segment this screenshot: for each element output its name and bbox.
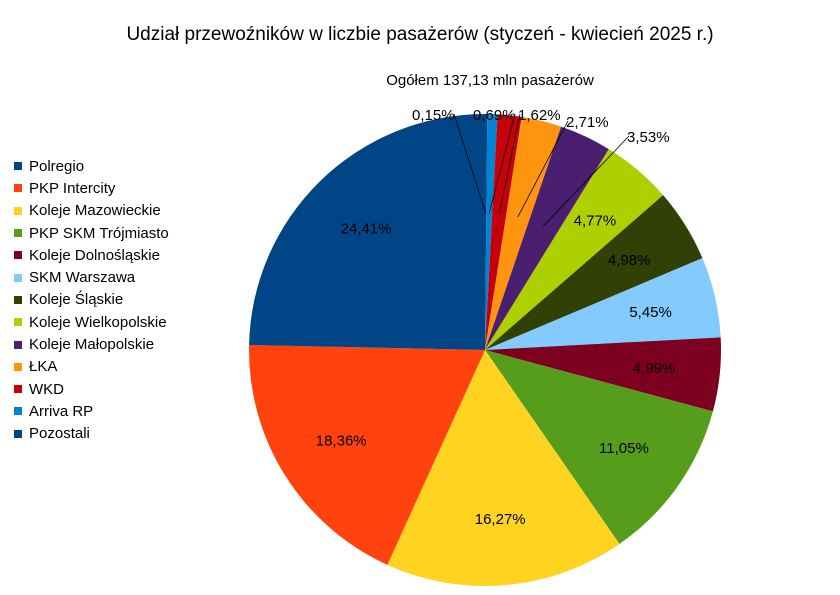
legend-item: WKD bbox=[14, 378, 169, 400]
legend-swatch bbox=[14, 340, 22, 349]
slice-value-label: 16,27% bbox=[475, 511, 526, 528]
slice-value-label: 4,98% bbox=[608, 252, 651, 269]
legend-item: PKP Intercity bbox=[14, 177, 169, 199]
leader-line bbox=[498, 113, 521, 214]
legend-item: Koleje Dolnośląskie bbox=[14, 244, 169, 266]
pie-slice bbox=[485, 149, 664, 350]
legend-item: Koleje Małopolskie bbox=[14, 333, 169, 355]
slice-value-label: 5,45% bbox=[629, 304, 672, 321]
legend-item: ŁKA bbox=[14, 356, 169, 378]
legend-item: Koleje Śląskie bbox=[14, 289, 169, 311]
leader-line bbox=[488, 113, 516, 214]
leader-line bbox=[543, 135, 630, 227]
slice-value-label: 2,71% bbox=[566, 114, 609, 131]
slice-value-label: 1,62% bbox=[518, 107, 561, 124]
legend-item: Polregio bbox=[14, 155, 169, 177]
legend-swatch bbox=[14, 251, 22, 260]
pie-slice bbox=[485, 337, 721, 412]
pie-slice bbox=[485, 258, 721, 350]
legend-swatch bbox=[14, 385, 22, 394]
legend-swatch bbox=[14, 273, 22, 282]
slice-value-label: 0,15% bbox=[412, 107, 455, 124]
slice-value-label: 24,41% bbox=[341, 221, 392, 238]
slice-value-label: 4,77% bbox=[574, 212, 617, 229]
legend-label: Koleje Śląskie bbox=[29, 291, 124, 309]
legend-swatch bbox=[14, 429, 22, 438]
legend-label: Koleje Mazowieckie bbox=[29, 202, 161, 220]
leader-line bbox=[453, 113, 487, 214]
legend-item: Koleje Wielkopolskie bbox=[14, 311, 169, 333]
legend-label: Koleje Małopolskie bbox=[29, 336, 155, 354]
pie-slice bbox=[485, 114, 498, 350]
legend-item: Koleje Mazowieckie bbox=[14, 200, 169, 222]
legend-swatch bbox=[14, 295, 22, 304]
legend-item: PKP SKM Trójmiasto bbox=[14, 222, 169, 244]
legend-swatch bbox=[14, 407, 22, 416]
legend-swatch bbox=[14, 362, 22, 371]
slice-value-label: 18,36% bbox=[316, 433, 367, 450]
pie-slice bbox=[485, 126, 609, 350]
pie-slice bbox=[485, 350, 713, 544]
legend-swatch bbox=[14, 229, 22, 238]
legend-label: Polregio bbox=[29, 157, 85, 175]
pie-slice bbox=[485, 116, 562, 351]
legend-label: Koleje Dolnośląskie bbox=[29, 246, 160, 264]
slice-value-label: 11,05% bbox=[599, 440, 649, 457]
legend-label: PKP Intercity bbox=[29, 179, 116, 197]
legend-item: Pozostali bbox=[14, 423, 169, 445]
legend-label: PKP SKM Trójmiasto bbox=[29, 224, 169, 242]
slice-value-label: 4,99% bbox=[633, 360, 676, 377]
legend-item: SKM Warszawa bbox=[14, 266, 169, 288]
leader-line bbox=[517, 120, 569, 218]
legend-label: Koleje Wielkopolskie bbox=[29, 313, 167, 331]
legend-swatch bbox=[14, 318, 22, 327]
legend-label: ŁKA bbox=[29, 358, 58, 376]
legend-label: SKM Warszawa bbox=[29, 269, 136, 287]
legend-label: WKD bbox=[29, 380, 64, 398]
legend-label: Arriva RP bbox=[29, 402, 94, 420]
legend: Polregio PKP Intercity Koleje Mazowieckie P… bbox=[14, 155, 169, 445]
chart-subtitle: Ogółem 137,13 mln pasażerów bbox=[386, 72, 594, 89]
slice-value-label: 0,69% bbox=[473, 107, 516, 124]
slice-value-label: 3,53% bbox=[627, 129, 670, 146]
pie-slice bbox=[249, 114, 485, 350]
legend-swatch bbox=[14, 162, 22, 171]
pie-slice bbox=[387, 350, 620, 587]
pie-slice bbox=[485, 195, 703, 350]
pie-slice bbox=[248, 344, 485, 565]
chart-title: Udział przewoźników w liczbie pasażerów … bbox=[126, 24, 714, 45]
pie-slice bbox=[485, 113, 488, 350]
legend-item: Arriva RP bbox=[14, 400, 169, 422]
pie-slice bbox=[485, 114, 522, 350]
legend-swatch bbox=[14, 206, 22, 215]
legend-label: Pozostali bbox=[29, 425, 90, 443]
legend-swatch bbox=[14, 184, 22, 193]
